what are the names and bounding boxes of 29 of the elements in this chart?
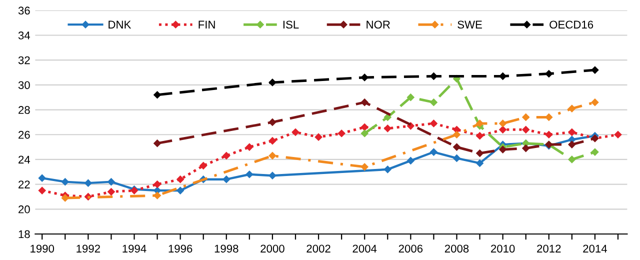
x-tick-label: 1990 <box>30 244 54 253</box>
y-tick-label: 22 <box>18 180 30 188</box>
legend-label: DNK <box>108 20 132 28</box>
y-tick-label: 32 <box>18 56 30 64</box>
x-tick-label: 2008 <box>444 244 469 253</box>
legend-label: NOR <box>366 20 390 29</box>
y-tick-label: 24 <box>18 156 30 164</box>
y-tick-label: 30 <box>18 81 30 90</box>
x-tick-label: 1998 <box>214 244 238 253</box>
y-tick-label: 34 <box>18 32 30 40</box>
x-tick-label: 2010 <box>491 244 515 253</box>
x-tick-label: 1994 <box>122 244 146 253</box>
y-tick-label: 28 <box>18 106 30 114</box>
x-tick-label: 2012 <box>537 244 561 253</box>
legend-label: OECD16 <box>550 20 594 29</box>
x-tick-label: 2014 <box>583 244 607 253</box>
x-tick-label: 2000 <box>260 244 284 253</box>
x-tick-label: 2006 <box>398 244 423 253</box>
legend-label: FIN <box>198 20 215 28</box>
x-tick-label: 2004 <box>352 244 377 253</box>
y-tick-label: 20 <box>18 205 30 214</box>
y-tick-label: 18 <box>18 230 30 238</box>
legend-label: ISL <box>283 20 299 29</box>
x-tick-label: 1996 <box>168 244 192 253</box>
legend-label: SWE <box>458 20 482 29</box>
x-tick-label: 1992 <box>76 244 100 253</box>
y-tick-label: 36 <box>18 6 30 15</box>
x-tick-label: 2002 <box>306 244 330 253</box>
y-tick-label: 26 <box>18 130 30 139</box>
